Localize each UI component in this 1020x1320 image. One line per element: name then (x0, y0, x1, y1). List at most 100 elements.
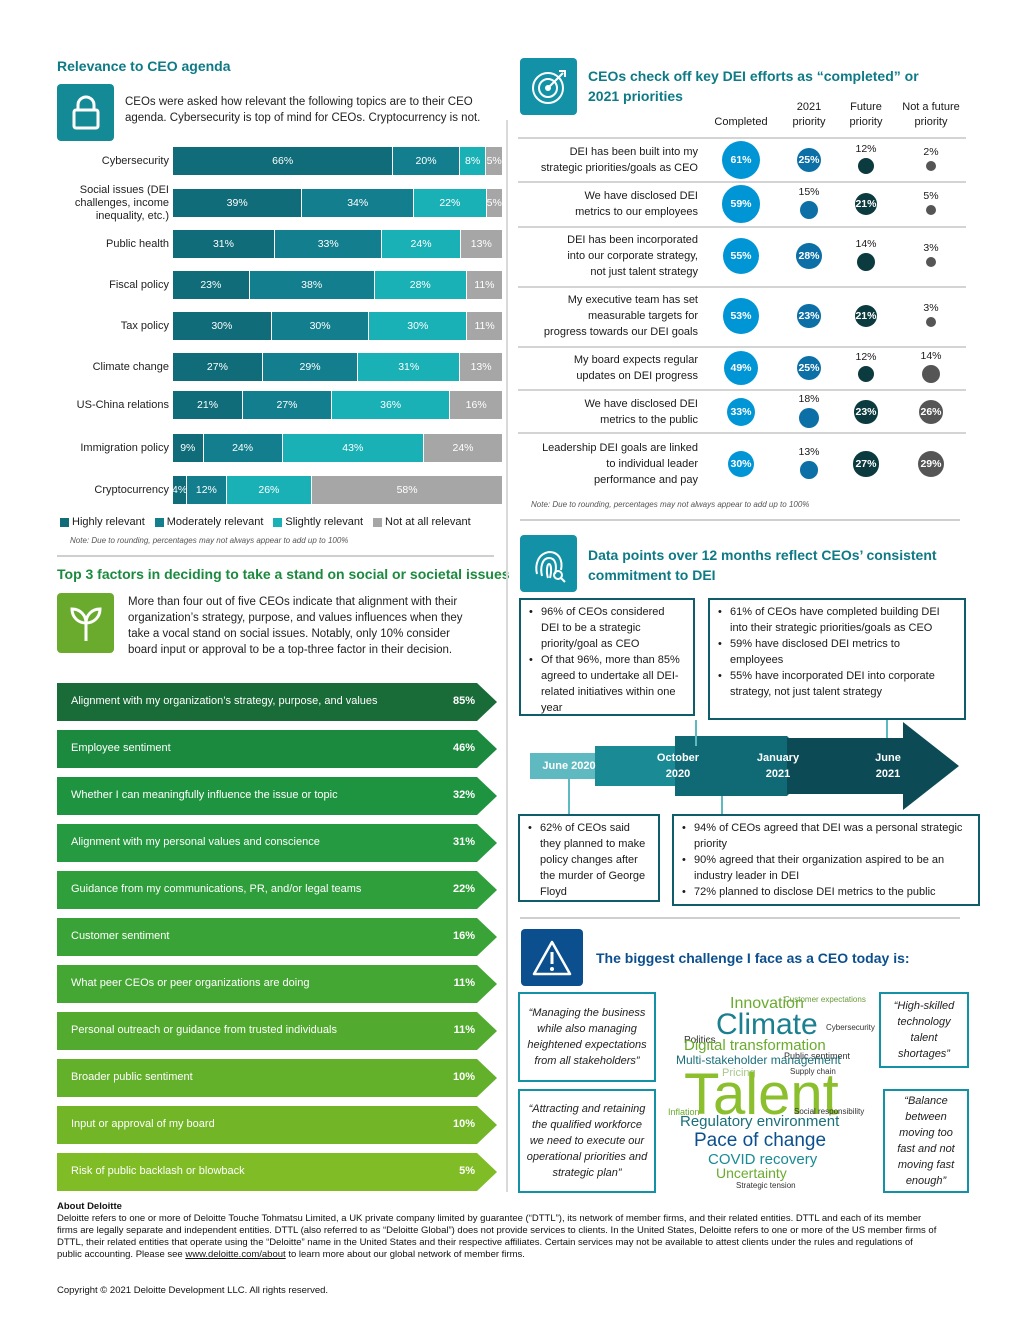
dei-bubble: 26% (918, 399, 944, 425)
category-label: Cybersecurity (57, 155, 169, 168)
dei-row-label-line: performance and pay (594, 474, 698, 486)
factor-row: Risk of public backlash or blowback 5% (57, 1153, 497, 1191)
dei-row-label-line: strategic priorities/goals as CEO (540, 162, 698, 174)
bar-segment: 66% (173, 147, 393, 175)
dei-column-header: Future priority (828, 100, 904, 130)
factor-label: Alignment with my personal values and co… (71, 836, 320, 848)
dei-bubble-value: 5% (923, 189, 939, 202)
dei-row-divider (518, 286, 966, 288)
factor-row: Guidance from my communications, PR, and… (57, 871, 497, 909)
footer-body-end: to learn more about our global network o… (288, 1249, 525, 1260)
dei-row-label-line: We have disclosed DEI (584, 398, 698, 410)
dei-row-label-line: Leadership DEI goals are linked (542, 442, 698, 454)
legend-label: Not at all relevant (385, 516, 471, 528)
dei-row-label: My executive team has set measurable targ… (518, 292, 698, 340)
dei-bubble: 33% (727, 398, 755, 426)
bar-segment: 34% (301, 189, 414, 217)
bar-segment: 12% (186, 476, 226, 504)
dei-column-header-line: priority (792, 116, 826, 128)
dei-row-label-line: metrics to the public (600, 414, 698, 426)
dei-bubble (926, 317, 936, 327)
dei-row-divider (518, 226, 966, 228)
cloud-word-inflation: Inflation (668, 1107, 700, 1117)
category-label-line: Cryptocurrency (94, 483, 169, 496)
dei-bubble (857, 157, 875, 175)
category-label-line: US-China relations (76, 398, 169, 411)
category-label-line: Social issues (DEI (79, 183, 169, 196)
target-icon (520, 58, 577, 115)
dei-bubble: 21% (854, 192, 878, 216)
dei-row-label: We have disclosed DEI metrics to our empl… (518, 188, 698, 220)
sprout-icon (57, 593, 114, 653)
timeline-stage-label-line: 2021 (875, 768, 901, 780)
category-label-line: Climate change (92, 360, 169, 373)
dei-column-header-line: priority (849, 116, 883, 128)
timeline-stage-label-line: 2021 (765, 768, 791, 780)
timeline-bullet: Of that 96%, more than 85% agreed to und… (529, 652, 685, 716)
factor-label: What peer CEOs or peer organizations are… (71, 977, 310, 989)
dei-row-divider (518, 389, 966, 391)
bar-segment: 28% (373, 271, 466, 299)
bar-segment: 5% (485, 189, 502, 217)
word-cloud: Customer expectations Innovation Climate… (664, 990, 876, 1196)
dei-row-divider (518, 137, 966, 139)
relevance-intro: CEOs were asked how relevant the followi… (125, 96, 481, 124)
timeline-stage-label: October 2020 (640, 750, 716, 782)
factor-row: Broader public sentiment 10% (57, 1059, 497, 1097)
factor-value: 5% (459, 1165, 475, 1177)
timeline-arrow (787, 722, 959, 810)
dei-column-header-line: Future (850, 101, 882, 113)
category-label: Fiscal policy (57, 279, 169, 292)
bar-segment: 58% (311, 476, 502, 504)
factor-label: Input or approval of my board (71, 1118, 215, 1130)
dei-row-label-line: to individual leader (606, 458, 698, 470)
left-divider (57, 555, 494, 557)
bar-segment: 30% (368, 312, 467, 340)
factors-title: Top 3 factors in deciding to take a stan… (57, 566, 510, 582)
timeline-title: Data points over 12 months reflect CEOs’… (588, 547, 937, 583)
cloud-word-social: Social responsibility (794, 1107, 865, 1116)
category-label-line: Tax policy (120, 319, 169, 332)
dei-bubble-value: 3% (923, 242, 939, 254)
factor-label: Broader public sentiment (71, 1071, 193, 1083)
factor-value: 31% (452, 836, 475, 848)
bar-segment: 21% (173, 391, 243, 419)
factor-label: Customer sentiment (71, 930, 170, 942)
factor-label: Whether I can meaningfully influence the… (71, 789, 338, 801)
timeline-arrow (530, 753, 615, 779)
cloud-word-strategic: Strategic tension (736, 1181, 796, 1190)
cloud-word-covid: COVID recovery (708, 1151, 818, 1168)
dei-bubble: 25% (796, 355, 822, 381)
factor-value: 32% (452, 789, 475, 801)
factor-value: 46% (452, 742, 475, 754)
bar-segment: 22% (413, 189, 486, 217)
cloud-word-pricing: Pricing (722, 1067, 756, 1079)
timeline-stage-label: June 2020 (530, 758, 608, 774)
dei-bubble-value: 13% (798, 446, 820, 459)
dei-row-label-line: not just talent strategy (590, 266, 698, 278)
factor-value: 16% (452, 930, 475, 942)
category-label: Public health (57, 238, 169, 251)
warning-icon (521, 929, 583, 986)
footer-link[interactable]: www.deloitte.com/about (185, 1249, 286, 1260)
dei-note: Note: Due to rounding, percentages may n… (531, 500, 810, 509)
dei-row-label: My board expects regular updates on DEI p… (518, 352, 698, 384)
factor-row: Input or approval of my board 10% (57, 1106, 497, 1144)
factor-label: Employee sentiment (71, 742, 171, 754)
factor-row: Customer sentiment 16% (57, 918, 497, 956)
timeline-bullet: 72% planned to disclose DEI metrics to t… (682, 884, 970, 900)
cloud-word-regulatory: Regulatory environment (680, 1113, 840, 1130)
dei-bubble (926, 161, 936, 171)
dei-bubble (921, 364, 941, 384)
dei-bubble: 23% (854, 400, 878, 424)
quote-tech-talent: “High-skilled technology talent shortage… (879, 992, 969, 1068)
relevance-note: Note: Due to rounding, percentages may n… (70, 536, 349, 545)
timeline-stage-label-line: June (875, 752, 901, 764)
factor-row: Alignment with my personal values and co… (57, 824, 497, 862)
cloud-word-innovation: Innovation (730, 995, 804, 1012)
relevance-title: Relevance to CEO agenda (57, 58, 231, 74)
timeline-bullet: 61% of CEOs have completed building DEI … (718, 604, 956, 636)
bar-segment: 30% (270, 312, 369, 340)
footer-heading: About Deloitte (57, 1201, 122, 1212)
dei-bubble-value: 18% (798, 392, 820, 405)
